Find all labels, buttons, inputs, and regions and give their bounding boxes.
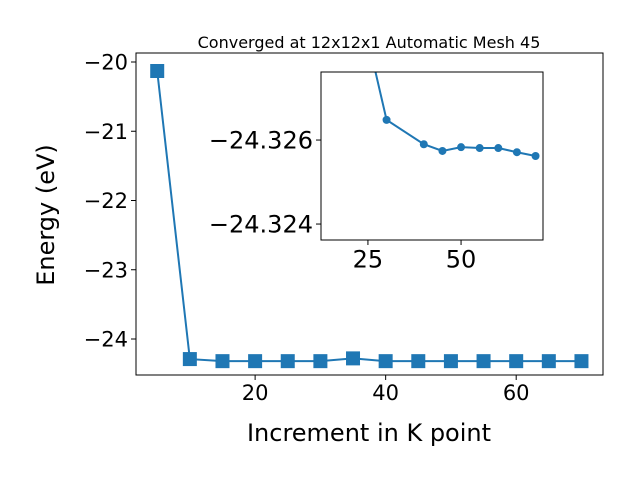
plot-area (150, 64, 589, 369)
y-tick-label: −23 (84, 258, 128, 282)
y-tick-label: −24 (84, 328, 128, 352)
chart-title: Converged at 12x12x1 Automatic Mesh 45 (198, 33, 541, 52)
marker (346, 351, 361, 366)
marker (531, 152, 540, 160)
x-axis-label: Increment in K point (247, 419, 491, 447)
x-tick-label: 40 (372, 381, 399, 405)
y-tick-label: −24.324 (209, 211, 313, 239)
marker (476, 354, 491, 369)
marker (443, 354, 458, 369)
marker (150, 64, 165, 79)
y-tick-label: −21 (84, 120, 128, 144)
marker (378, 354, 393, 369)
marker (512, 148, 521, 157)
axes-frame (135, 52, 604, 376)
marker (574, 354, 589, 369)
marker (382, 115, 391, 124)
marker (509, 354, 524, 369)
marker (411, 354, 426, 369)
marker (280, 354, 295, 369)
x-tick-label: 50 (446, 245, 477, 273)
y-tick-label: −20 (84, 51, 128, 75)
plot-area (374, 72, 540, 160)
marker (419, 140, 428, 149)
inset-background (321, 72, 543, 240)
y-axis-label: Energy (eV) (32, 144, 60, 286)
x-tick-label: 25 (353, 245, 384, 273)
marker (457, 143, 466, 152)
y-tick-label: −24.326 (209, 127, 313, 155)
marker (215, 354, 230, 369)
marker (313, 354, 328, 369)
axes-frame (320, 71, 544, 241)
marker (182, 352, 197, 367)
x-tick-label: 60 (503, 381, 530, 405)
marker (475, 144, 484, 153)
marker (541, 354, 556, 369)
marker (494, 144, 503, 153)
y-tick-label: −22 (84, 189, 128, 213)
x-tick-label: 20 (242, 381, 269, 405)
marker (248, 354, 263, 369)
marker (438, 146, 447, 155)
